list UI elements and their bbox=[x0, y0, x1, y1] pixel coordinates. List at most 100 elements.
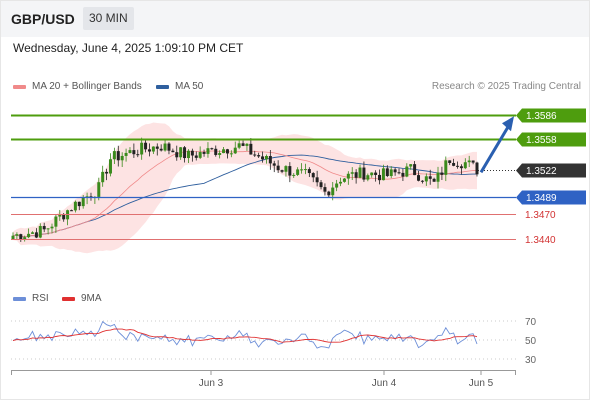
candle-body bbox=[241, 143, 245, 146]
candle-body bbox=[424, 176, 428, 182]
candle-body bbox=[186, 150, 190, 159]
candle-body bbox=[362, 167, 366, 180]
candle-body bbox=[50, 226, 54, 229]
candle-body bbox=[38, 226, 42, 238]
candle-body bbox=[296, 169, 300, 175]
rsi-ma-line bbox=[12, 328, 478, 343]
candle-body bbox=[409, 164, 413, 167]
candle-body bbox=[81, 197, 85, 207]
level-1-3558-tag bbox=[516, 132, 586, 147]
candle-body bbox=[401, 172, 405, 177]
candle-body bbox=[159, 148, 163, 151]
rsi-ma-swatch bbox=[62, 296, 75, 301]
candle-body bbox=[46, 228, 50, 230]
candle-body bbox=[268, 156, 272, 164]
level-1-3522-label: 1.3522 bbox=[526, 166, 557, 177]
candle-body bbox=[257, 155, 261, 157]
bollinger-band-area bbox=[13, 122, 477, 254]
candle-body bbox=[385, 168, 389, 177]
level-1-3586-label: 1.3586 bbox=[526, 111, 557, 122]
candle-body bbox=[237, 143, 241, 148]
candle-body bbox=[249, 143, 253, 155]
candle-body bbox=[245, 143, 249, 146]
rsi-panel: 70 50 30 bbox=[11, 317, 537, 366]
candle-body bbox=[19, 234, 23, 240]
candle-body bbox=[97, 182, 101, 197]
bollinger-band bbox=[13, 122, 477, 254]
candle-body bbox=[459, 166, 463, 169]
candle-body bbox=[116, 151, 120, 161]
candle-body bbox=[261, 156, 265, 160]
candle-body bbox=[73, 201, 77, 211]
candle-body bbox=[452, 162, 456, 166]
candle-body bbox=[303, 169, 307, 171]
candle-body bbox=[206, 148, 210, 154]
rsi-swatch bbox=[13, 296, 26, 301]
timeframe-button[interactable]: 30 MIN bbox=[83, 7, 134, 30]
ma50-path bbox=[12, 154, 477, 238]
legend-rsi-ma-label: 9MA bbox=[81, 293, 102, 304]
research-credit: Research © 2025 Trading Central bbox=[431, 81, 581, 92]
level-1-3489-label: 1.3489 bbox=[526, 193, 557, 204]
ma20-path bbox=[12, 150, 478, 238]
time-axis: Jun 3 Jun 4 Jun 5 bbox=[11, 370, 516, 389]
candle-body bbox=[432, 178, 436, 182]
candle-body bbox=[417, 175, 421, 181]
candlesticks bbox=[11, 137, 479, 242]
candle-body bbox=[233, 147, 237, 154]
ma50-line bbox=[12, 154, 477, 238]
candle-body bbox=[23, 237, 27, 240]
ma20-swatch bbox=[13, 84, 26, 89]
candle-body bbox=[288, 166, 292, 176]
rsi-tick-label: 70 bbox=[525, 317, 537, 328]
level-1-3470-label: 1.3470 bbox=[525, 210, 556, 221]
candle-body bbox=[218, 153, 222, 155]
candle-body bbox=[413, 164, 417, 176]
candle-body bbox=[120, 155, 124, 161]
candle-body bbox=[284, 166, 288, 172]
candle-body bbox=[272, 163, 276, 166]
rsi-tick-label: 30 bbox=[525, 355, 537, 366]
level-1-3586-tag bbox=[516, 108, 586, 123]
candle-body bbox=[194, 155, 198, 158]
candle-body bbox=[319, 182, 323, 188]
currency-pair-title: GBP/USD bbox=[11, 11, 75, 27]
forecast-arrow bbox=[479, 116, 514, 174]
candle-body bbox=[179, 147, 183, 158]
candle-body bbox=[144, 142, 148, 150]
forecast-arrow-shaft bbox=[479, 124, 511, 174]
chart-datetime: Wednesday, June 4, 2025 1:09:10 PM CET bbox=[13, 41, 244, 55]
candle-body bbox=[292, 174, 296, 176]
candle-body bbox=[264, 156, 268, 160]
candle-body bbox=[253, 154, 257, 156]
candle-body bbox=[428, 176, 432, 179]
candle-body bbox=[42, 226, 46, 230]
level-1-3489-tag bbox=[516, 190, 586, 205]
legend-rsi: RSI bbox=[13, 293, 49, 304]
candle-body bbox=[354, 172, 358, 178]
candle-body bbox=[440, 172, 444, 175]
candle-body bbox=[167, 143, 171, 151]
candle-body bbox=[393, 169, 397, 173]
candle-body bbox=[315, 177, 319, 183]
candle-body bbox=[77, 201, 81, 207]
candle-body bbox=[136, 154, 140, 156]
candle-body bbox=[214, 148, 218, 155]
candle-body bbox=[335, 183, 339, 188]
candle-body bbox=[358, 167, 362, 178]
candle-body bbox=[366, 175, 370, 180]
candle-body bbox=[198, 152, 202, 158]
candle-body bbox=[420, 180, 424, 182]
candle-body bbox=[342, 178, 346, 182]
candle-body bbox=[190, 150, 194, 156]
candle-body bbox=[339, 181, 343, 184]
candle-body bbox=[171, 150, 175, 153]
candle-body bbox=[381, 168, 385, 181]
candle-body bbox=[210, 148, 214, 150]
candle-body bbox=[128, 150, 132, 153]
time-axis-label: Jun 4 bbox=[372, 378, 397, 389]
candle-body bbox=[105, 171, 109, 174]
candle-body bbox=[346, 173, 350, 179]
candle-body bbox=[463, 162, 467, 169]
candle-body bbox=[397, 172, 401, 174]
